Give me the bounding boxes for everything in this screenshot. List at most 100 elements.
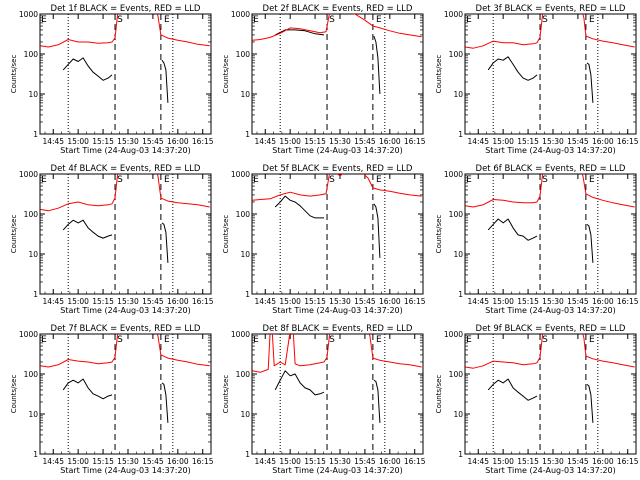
y-tick-label: 1 <box>245 130 250 139</box>
x-tick-label: 16:00 <box>592 137 614 146</box>
panel-2: Det 2f BLACK = Events, RED = LLD 1 10 100 10… <box>222 4 426 155</box>
y-axis-title: Counts/sec <box>435 375 443 414</box>
x-tick-label: 14:45 <box>42 137 64 146</box>
x-tick-label: 15:15 <box>304 297 326 306</box>
x-tick-label: 15:15 <box>92 457 114 466</box>
series-events-line <box>274 29 325 36</box>
x-tick-label: 15:30 <box>542 297 564 306</box>
series-events-line <box>586 384 594 423</box>
x-tick-label: 14:45 <box>467 137 489 146</box>
series-events-line <box>586 224 594 263</box>
x-tick-label: 15:30 <box>117 297 139 306</box>
x-tick-label: 16:00 <box>167 297 189 306</box>
panel-7: Det 7f BLACK = Events, RED = LLD 1 10 100 10… <box>10 324 214 475</box>
y-tick-label: 1000 <box>231 170 250 179</box>
x-tick-label: 16:00 <box>167 457 189 466</box>
marker-label: E <box>41 175 47 185</box>
series-group <box>252 174 422 258</box>
marker-label: S <box>329 175 335 185</box>
x-tick-label: 14:45 <box>467 457 489 466</box>
x-tick-label: 15:45 <box>142 297 164 306</box>
plot-frame <box>39 13 212 135</box>
panel-title: Det 2f BLACK = Events, RED = LLD <box>263 4 413 14</box>
y-tick-label: 100 <box>236 210 251 219</box>
series-group <box>40 14 210 103</box>
series-group <box>465 174 635 263</box>
y-tick-label: 1000 <box>231 10 250 19</box>
x-tick-label: 16:00 <box>592 457 614 466</box>
plot-frame <box>464 13 637 135</box>
x-tick-label: 16:15 <box>617 457 639 466</box>
series-events-line <box>487 378 538 401</box>
y-tick-label: 1000 <box>19 10 38 19</box>
x-tick-label: 15:45 <box>354 297 376 306</box>
x-axis-title: Start Time (24-Aug-03 14:37:20) <box>60 306 191 315</box>
y-tick-label: 100 <box>24 370 39 379</box>
marker-label: E <box>164 175 170 185</box>
series-group <box>465 334 635 423</box>
x-tick-label: 16:00 <box>167 137 189 146</box>
marker-label: E <box>589 175 595 185</box>
y-axis-title: Counts/sec <box>10 55 18 94</box>
marker-label: E <box>253 15 259 25</box>
marker-label: E <box>164 335 170 345</box>
x-tick-label: 15:00 <box>67 137 89 146</box>
y-tick-label: 10 <box>28 90 38 99</box>
marker-label: S <box>542 175 548 185</box>
x-tick-label: 14:45 <box>254 457 276 466</box>
x-tick-label: 16:15 <box>192 297 214 306</box>
series-events-line <box>373 379 381 423</box>
y-tick-label: 1 <box>458 450 463 459</box>
x-tick-label: 14:45 <box>42 297 64 306</box>
series-lld-line <box>582 14 635 48</box>
y-tick-label: 100 <box>236 50 251 59</box>
marker-label: E <box>253 335 259 345</box>
series-lld-line <box>465 334 544 369</box>
x-tick-label: 14:45 <box>42 457 64 466</box>
x-tick-label: 15:15 <box>304 137 326 146</box>
y-axis-title: Counts/sec <box>222 55 230 94</box>
x-tick-label: 15:00 <box>67 457 89 466</box>
marker-label: E <box>466 175 472 185</box>
series-lld-line <box>252 334 331 373</box>
x-tick-label: 15:30 <box>117 457 139 466</box>
y-tick-label: 10 <box>240 250 250 259</box>
y-tick-label: 100 <box>24 210 39 219</box>
series-events-line <box>487 218 538 241</box>
x-axis-title: Start Time (24-Aug-03 14:37:20) <box>485 146 616 155</box>
series-lld-line <box>252 14 330 41</box>
x-axis-title: Start Time (24-Aug-03 14:37:20) <box>485 466 616 475</box>
plot-frame <box>251 13 424 135</box>
marker-label: E <box>376 175 382 185</box>
x-axis-title: Start Time (24-Aug-03 14:37:20) <box>272 466 403 475</box>
x-tick-label: 16:15 <box>404 297 426 306</box>
panel-title: Det 8f BLACK = Events, RED = LLD <box>263 324 413 334</box>
series-lld-line <box>40 14 119 48</box>
y-tick-label: 100 <box>24 50 39 59</box>
panel-title: Det 7f BLACK = Events, RED = LLD <box>51 324 201 334</box>
series-events-line <box>161 382 169 423</box>
marker-label: E <box>589 335 595 345</box>
y-axis-title: Counts/sec <box>435 55 443 94</box>
panel-title: Det 9f BLACK = Events, RED = LLD <box>476 324 626 334</box>
panel-8: Det 8f BLACK = Events, RED = LLD 1 10 100 10… <box>222 324 426 475</box>
x-tick-label: 16:00 <box>379 297 401 306</box>
x-tick-label: 15:00 <box>279 297 301 306</box>
panel-4: Det 4f BLACK = Events, RED = LLD 1 10 100 10… <box>10 164 214 315</box>
y-tick-label: 1000 <box>444 170 463 179</box>
panel-6: Det 6f BLACK = Events, RED = LLD 1 10 100 10… <box>435 164 639 315</box>
x-tick-label: 15:00 <box>279 457 301 466</box>
series-lld-line <box>156 14 210 47</box>
marker-label: S <box>542 335 548 345</box>
marker-label: E <box>466 335 472 345</box>
marker-label: E <box>164 15 170 25</box>
x-tick-label: 15:00 <box>492 137 514 146</box>
panel-title: Det 5f BLACK = Events, RED = LLD <box>263 164 413 174</box>
series-lld-line <box>465 14 544 49</box>
series-events-line <box>373 203 381 258</box>
series-lld-line <box>351 14 422 38</box>
y-tick-label: 100 <box>449 370 464 379</box>
series-events-line <box>62 378 113 400</box>
series-events-line <box>161 222 169 263</box>
marker-label: E <box>376 335 382 345</box>
